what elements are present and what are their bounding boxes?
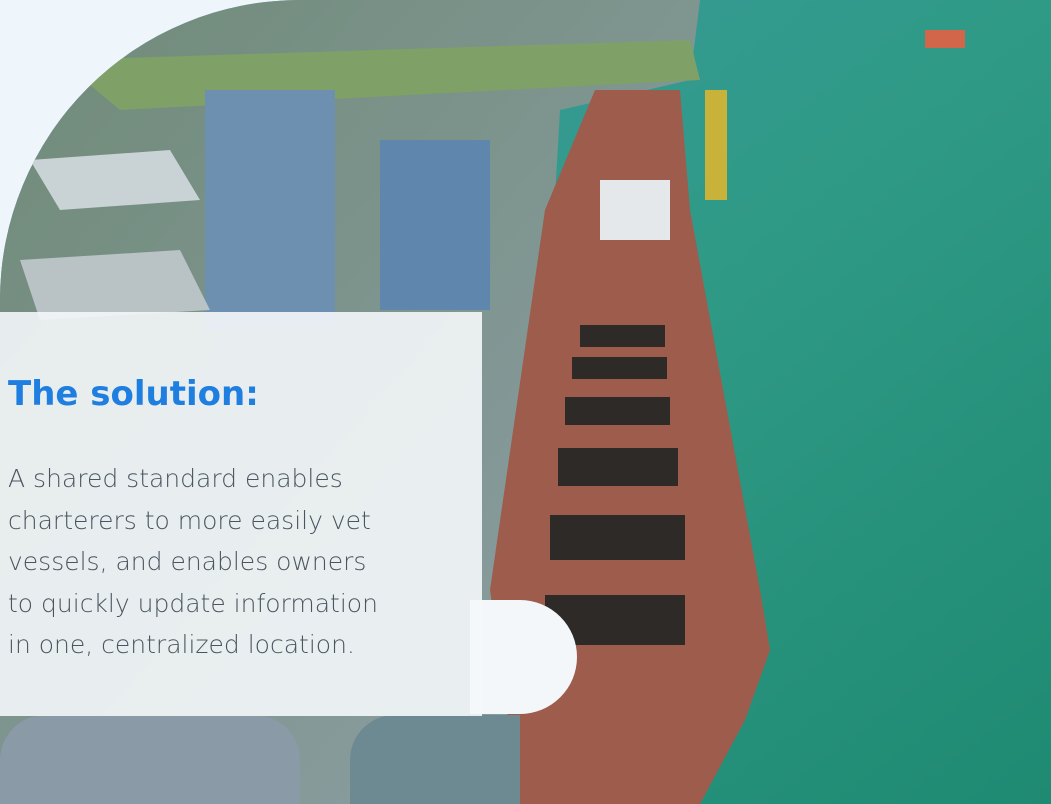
body-line: in one, centralized location. xyxy=(8,630,355,659)
body-line: vessels, and enables owners xyxy=(8,547,367,576)
body-line: charterers to more easily vet xyxy=(8,505,371,535)
body-line: A shared standard enables xyxy=(8,464,343,493)
body-text: A shared standard enables charterers to m… xyxy=(8,458,378,666)
card-tab xyxy=(470,600,577,714)
thumb-left xyxy=(0,715,300,804)
solution-card: The solution: A shared standard enables c… xyxy=(0,312,482,716)
heading: The solution: xyxy=(8,374,259,414)
body-line: to quickly update information xyxy=(8,588,378,618)
thumb-right xyxy=(350,715,520,804)
